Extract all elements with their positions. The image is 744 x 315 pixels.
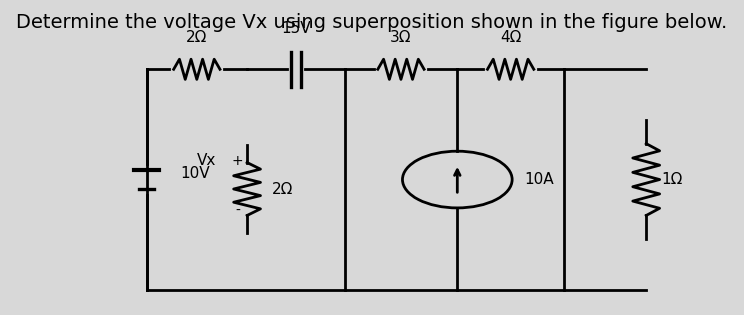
Text: Determine the voltage Vx using superposition shown in the figure below.: Determine the voltage Vx using superposi… (16, 13, 728, 32)
Text: 2Ω: 2Ω (272, 181, 293, 197)
Text: 4Ω: 4Ω (500, 30, 522, 45)
Text: 15V: 15V (281, 21, 311, 36)
Text: 3Ω: 3Ω (390, 30, 411, 45)
Text: 2Ω: 2Ω (186, 30, 208, 45)
Text: 10V: 10V (180, 166, 210, 181)
Text: +: + (231, 154, 243, 168)
Text: 1Ω: 1Ω (661, 172, 683, 187)
Text: -: - (235, 204, 240, 218)
Text: 10A: 10A (525, 172, 554, 187)
Text: Vx: Vx (197, 153, 217, 168)
